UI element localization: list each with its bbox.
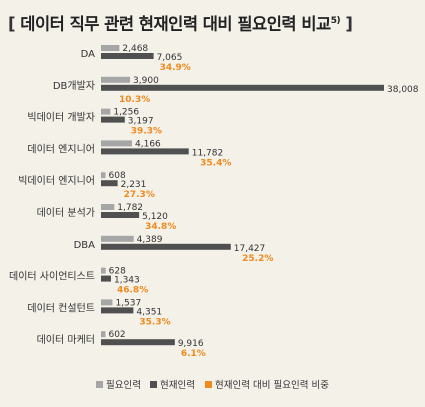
bar-current (101, 148, 189, 155)
data-label-current: 7,065 (157, 53, 183, 63)
data-label-required: 628 (109, 267, 126, 277)
data-label-current: 9,916 (178, 339, 204, 349)
data-label-ratio: 34.9% (160, 63, 191, 73)
category-label: 빅데이터 엔지니어 (18, 175, 95, 187)
data-label-current: 38,008 (387, 85, 419, 95)
bar-required (101, 140, 133, 147)
legend-swatch (96, 381, 103, 388)
bar-current (101, 116, 125, 123)
data-label-ratio: 34.8% (145, 222, 176, 232)
legend-label: 현재인력 (160, 379, 195, 391)
data-label-required: 4,389 (137, 235, 163, 245)
data-label-current: 4,351 (136, 307, 162, 317)
bar-required (101, 76, 131, 83)
category-label: 빅데이터 개발자 (27, 112, 95, 124)
legend-label: 현재인력 대비 필요인력 비중 (215, 379, 329, 391)
data-label-current: 17,427 (234, 244, 266, 254)
bar-required (101, 204, 115, 210)
bar-required (101, 172, 106, 179)
bar-current (101, 84, 384, 91)
category-label: 데이터 컨설턴트 (27, 302, 95, 314)
legend-swatch (205, 381, 212, 388)
data-label-ratio: 46.8% (117, 286, 148, 296)
chart-title: [ 데이터 직무 관련 현재인력 대비 필요인력 비교5) ] (8, 6, 418, 36)
bar-required (101, 108, 111, 115)
data-label-required: 1,782 (117, 203, 143, 213)
bar-current (101, 339, 175, 346)
legend-swatch (150, 381, 157, 388)
data-label-required: 1,537 (115, 298, 141, 308)
category-label: DB개발자 (53, 80, 95, 92)
title-open-bracket: [ (8, 14, 16, 34)
bar-current (101, 307, 134, 314)
data-label-ratio: 39.3% (131, 127, 162, 137)
bar-required (101, 45, 120, 51)
bar-required (101, 331, 106, 338)
data-label-required: 602 (108, 330, 125, 340)
category-label: DA (81, 49, 96, 60)
category-label: DBA (74, 240, 96, 251)
data-label-ratio: 25.2% (242, 254, 273, 264)
category-label: 데이터 사이언티스트 (9, 271, 95, 283)
category-label: 데이터 마케터 (37, 334, 95, 346)
data-label-ratio: 10.3% (119, 95, 150, 105)
data-label-current: 5,120 (142, 212, 168, 222)
bar-current (101, 275, 111, 282)
data-label-current: 2,231 (121, 180, 147, 190)
title-footnote: 5) (330, 16, 341, 26)
data-label-ratio: 6.1% (181, 349, 206, 359)
data-label-required: 608 (109, 171, 126, 181)
data-label-current: 11,782 (192, 148, 224, 158)
legend-label: 필요인력 (106, 379, 141, 391)
bar-current (101, 243, 231, 250)
bar-required (101, 299, 113, 306)
data-label-current: 3,197 (128, 117, 154, 127)
category-label: 데이터 엔지니어 (27, 143, 95, 155)
title-close-bracket: ] (345, 14, 353, 34)
bar-required (101, 235, 134, 242)
data-label-required: 4,166 (135, 139, 161, 149)
data-label-ratio: 27.3% (124, 190, 155, 200)
data-label-ratio: 35.4% (200, 158, 231, 168)
data-label-current: 1,343 (114, 276, 140, 286)
data-label-ratio: 35.3% (139, 317, 170, 327)
bar-current (101, 180, 118, 187)
category-label: 데이터 분석가 (37, 207, 95, 219)
bar-current (101, 53, 154, 59)
title-text: 데이터 직무 관련 현재인력 대비 필요인력 비교 (20, 14, 331, 34)
data-label-required: 2,468 (122, 44, 148, 54)
bar-current (101, 212, 140, 218)
data-label-required: 3,900 (133, 76, 159, 86)
bar-required (101, 267, 106, 274)
data-label-required: 1,256 (113, 108, 139, 118)
